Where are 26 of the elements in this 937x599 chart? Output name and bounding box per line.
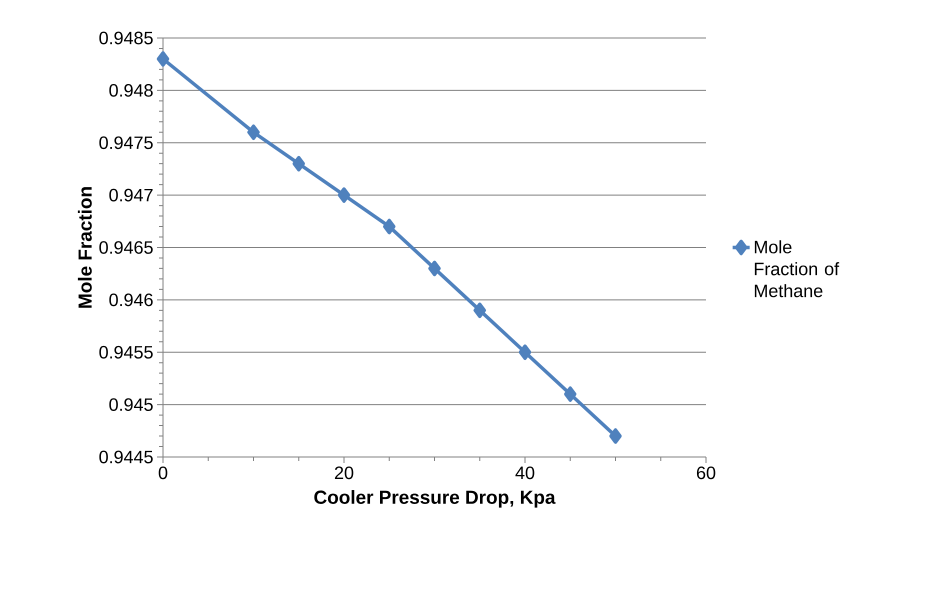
y-tick-label: 0.948	[109, 84, 153, 97]
y-tick-label: 0.946	[109, 294, 153, 306]
y-tick-label: 0.9455	[99, 346, 153, 359]
y-tick-label: 0.9475	[99, 136, 153, 150]
point	[292, 156, 306, 172]
x-tick-label: 60	[696, 466, 716, 480]
y-tick-label: 0.9485	[99, 32, 153, 44]
x-tick-label: 20	[334, 466, 354, 480]
y-tick-label: 0.945	[109, 398, 153, 411]
point	[338, 187, 350, 203]
y-axis-title: Mole Fraction	[78, 187, 92, 308]
y-tick-label: 0.9465	[99, 241, 153, 254]
y-tick-label: 0.9445	[99, 450, 153, 464]
x-tick-label: 40	[515, 466, 534, 480]
point	[428, 260, 441, 276]
point	[564, 386, 577, 402]
point	[247, 124, 260, 140]
x-tick-label: 0	[158, 466, 168, 480]
legend-label: Mole Fraction of Methane	[754, 240, 840, 298]
point	[156, 51, 170, 67]
point	[518, 344, 532, 360]
y-tick-label: 0.947	[109, 188, 153, 202]
point	[383, 218, 396, 234]
point	[474, 302, 486, 318]
point	[609, 428, 622, 444]
x-axis-title: Cooler Pressure Drop, Kpa	[314, 490, 556, 508]
